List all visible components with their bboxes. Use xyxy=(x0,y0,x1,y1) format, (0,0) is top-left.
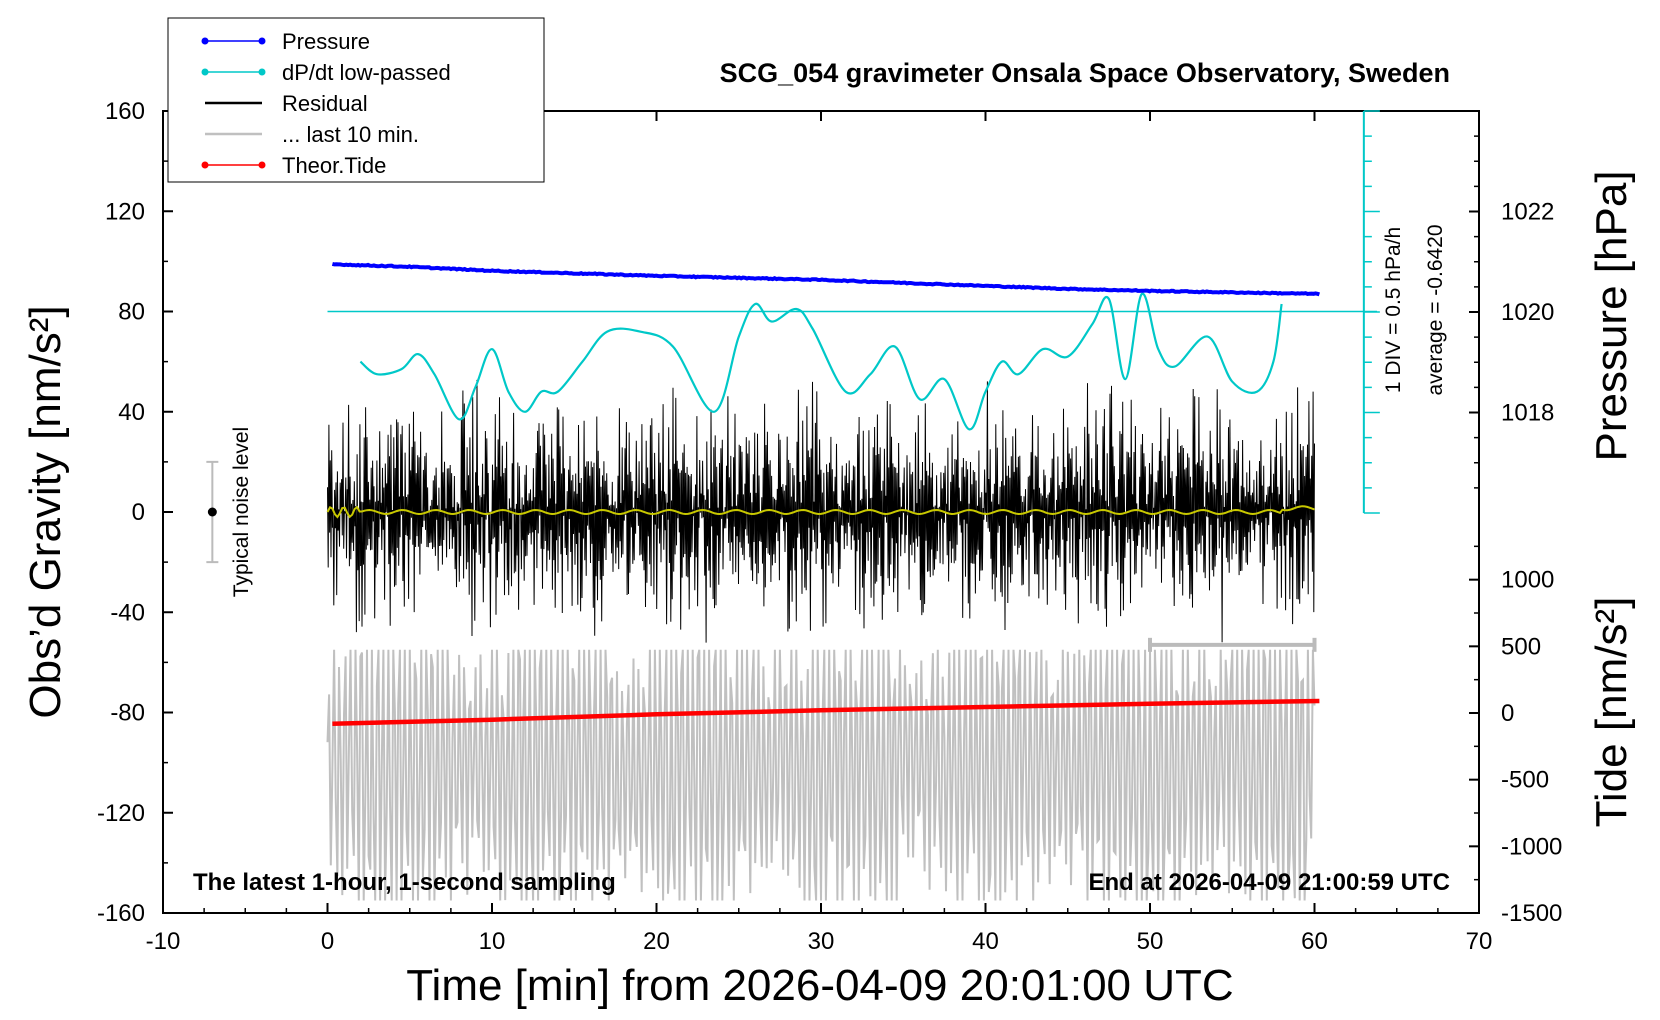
y-axis-pressure: 1022 1020 1018 xyxy=(1469,135,1554,489)
x-tick-label: 70 xyxy=(1466,928,1493,955)
legend-label: Theor.Tide xyxy=(282,153,386,178)
y-axis-tide: 1000 500 0 -500 -1000 -1500 xyxy=(1469,545,1562,927)
series-pressure xyxy=(331,261,1321,297)
pressure-tick-label: 1022 xyxy=(1501,199,1554,226)
y-axis-left: 160 120 80 40 0 -40 -80 -120 -160 xyxy=(97,98,173,927)
annotation-average: average = -0.6420 xyxy=(1424,224,1447,395)
series-layer xyxy=(326,261,1321,901)
noise-bar xyxy=(206,460,219,564)
pressure-tick-label: 1018 xyxy=(1501,400,1554,427)
series-residual xyxy=(327,379,1315,643)
y-tick-label: -80 xyxy=(110,700,145,727)
x-tick-label: 30 xyxy=(808,928,835,955)
series-last-10-min xyxy=(326,649,1316,901)
x-tick-label: 0 xyxy=(321,928,334,955)
y-tick-label: -160 xyxy=(97,900,145,927)
legend-label: Residual xyxy=(282,91,368,116)
x-axis-title: Time [min] from 2026-04-09 20:01:00 UTC xyxy=(406,961,1233,1010)
y-tick-label: 80 xyxy=(118,299,145,326)
div-scale-bar xyxy=(1362,110,1380,514)
x-tick-label: -10 xyxy=(146,928,181,955)
tide-tick-label: 1000 xyxy=(1501,567,1554,594)
last-10-min-window-bar xyxy=(1148,637,1317,652)
x-tick-label: 50 xyxy=(1137,928,1164,955)
annotation-noise: Typical noise level xyxy=(230,427,253,597)
y-tick-label: -40 xyxy=(110,599,145,626)
y-tick-label: 160 xyxy=(105,98,145,125)
legend-label: Pressure xyxy=(282,29,370,54)
pressure-axis-title: Pressure [hPa] xyxy=(1587,170,1636,461)
legend: Pressure dP/dt low-passed Residual ... last… xyxy=(167,17,545,183)
pressure-tick-label: 1020 xyxy=(1501,299,1554,326)
y-tick-label: 40 xyxy=(118,399,145,426)
y-tick-label: 0 xyxy=(132,499,145,526)
noise-bar-dot xyxy=(207,507,217,517)
legend-marker xyxy=(258,37,266,45)
chart-title: SCG_054 gravimeter Onsala Space Observat… xyxy=(720,58,1450,88)
y-axis-title: Obs’d Gravity [nm/s²] xyxy=(21,305,70,718)
x-tick-label: 20 xyxy=(643,928,670,955)
legend-marker xyxy=(258,161,266,169)
tide-tick-label: 500 xyxy=(1501,633,1541,660)
legend-label: ... last 10 min. xyxy=(282,122,419,147)
tide-tick-label: -1500 xyxy=(1501,900,1562,927)
y-tick-label: 120 xyxy=(105,198,145,225)
legend-marker xyxy=(201,68,209,76)
legend-marker xyxy=(201,161,209,169)
x-tick-label: 40 xyxy=(972,928,999,955)
x-tick-label: 60 xyxy=(1301,928,1328,955)
tide-tick-label: -500 xyxy=(1501,767,1549,794)
legend-marker xyxy=(258,68,266,76)
tide-tick-label: -1000 xyxy=(1501,833,1562,860)
legend-box xyxy=(167,17,545,183)
series-residual-smoothed xyxy=(326,505,1315,519)
annotation-div-scale: 1 DIV = 0.5 hPa/h xyxy=(1382,227,1405,393)
annotation-end-time: End at 2026-04-09 21:00:59 UTC xyxy=(1089,869,1451,896)
legend-marker xyxy=(201,37,209,45)
legend-label: dP/dt low-passed xyxy=(282,60,451,85)
tide-tick-label: 0 xyxy=(1501,700,1514,727)
x-tick-label: 10 xyxy=(479,928,506,955)
series-dpdt xyxy=(359,292,1283,431)
tide-axis-title: Tide [nm/s²] xyxy=(1587,597,1636,828)
series-theor-tide xyxy=(332,698,1320,726)
annotation-sampling: The latest 1-hour, 1-second sampling xyxy=(193,869,616,896)
y-tick-label: -120 xyxy=(97,800,145,827)
